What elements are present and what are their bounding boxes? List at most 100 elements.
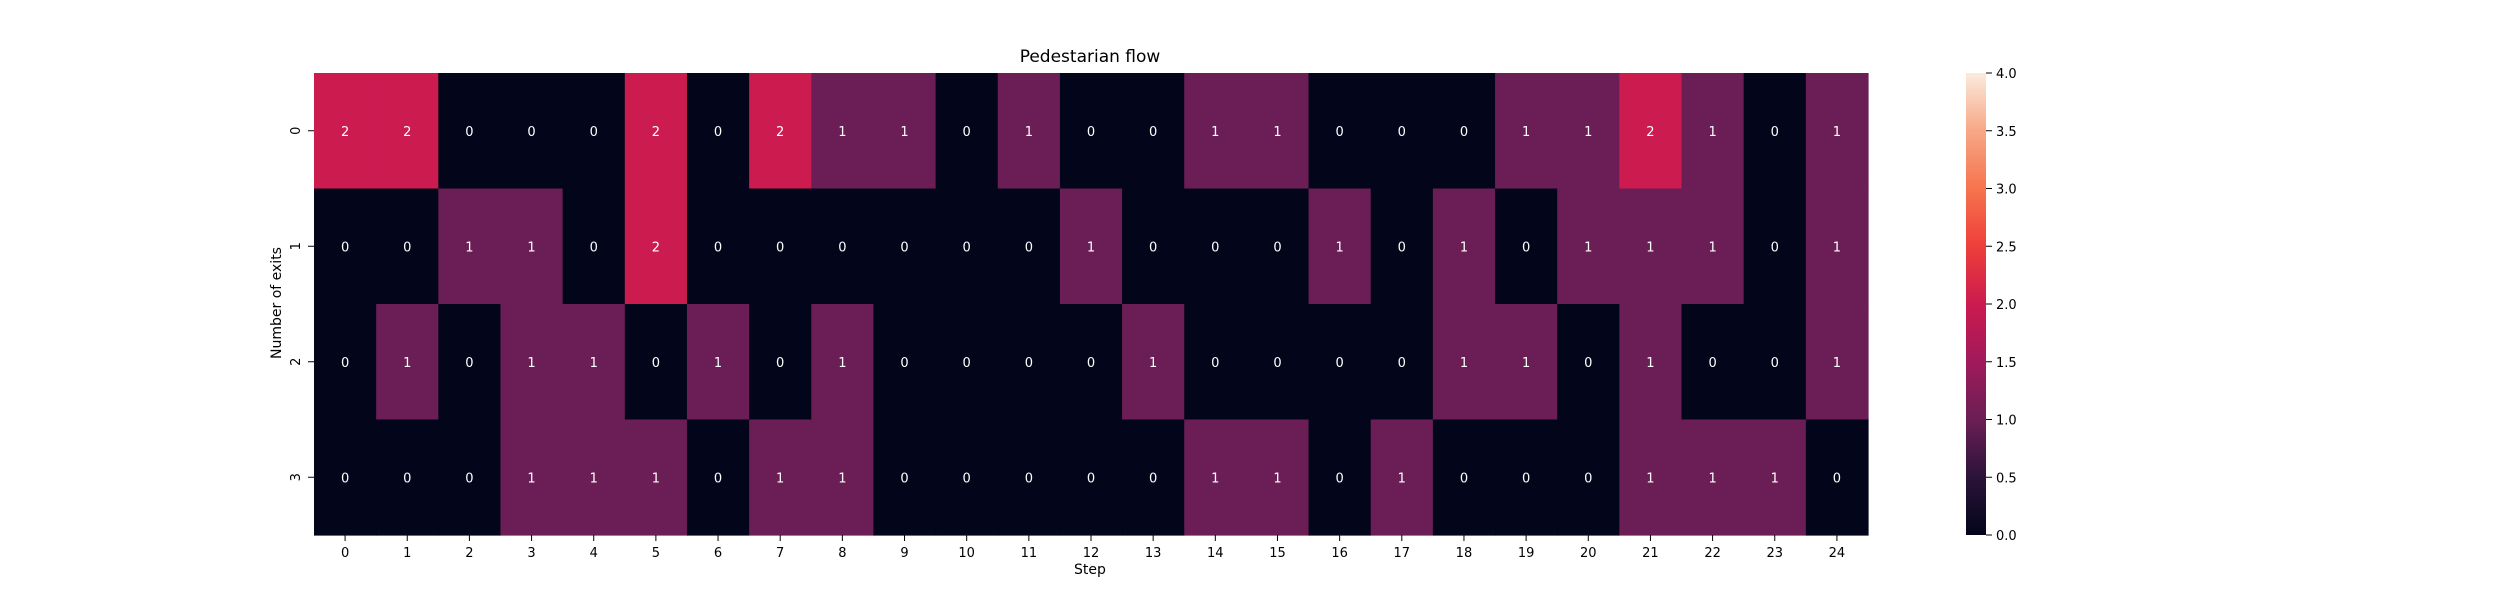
heatmap-cell bbox=[1805, 188, 1869, 305]
heatmap-cell bbox=[1184, 73, 1247, 190]
cell-value-label: 0 bbox=[1087, 356, 1095, 371]
heatmap-cell bbox=[1246, 419, 1310, 536]
cell-value-label: 0 bbox=[1335, 356, 1343, 371]
cell-value-label: 1 bbox=[1833, 356, 1841, 371]
x-tick-label: 2 bbox=[465, 546, 473, 561]
heatmap-cell bbox=[562, 304, 626, 421]
cell-value-label: 1 bbox=[1398, 471, 1406, 486]
x-tick-label: 12 bbox=[1083, 546, 1100, 561]
heatmap-cell bbox=[1681, 304, 1745, 421]
x-tick-label: 22 bbox=[1704, 546, 1721, 561]
cell-value-label: 2 bbox=[1646, 125, 1654, 140]
cell-value-label: 0 bbox=[590, 125, 598, 140]
cell-value-label: 0 bbox=[1025, 356, 1033, 371]
heatmap-cell bbox=[1681, 419, 1745, 536]
heatmap-cell bbox=[1619, 73, 1683, 190]
heatmap-cell bbox=[562, 419, 626, 536]
heatmap-cell bbox=[562, 73, 626, 190]
colorbar-tick-label: 0.0 bbox=[1996, 529, 2017, 544]
heatmap-cell bbox=[1122, 304, 1185, 421]
heatmap-cell bbox=[438, 304, 502, 421]
cell-value-label: 0 bbox=[1522, 471, 1530, 486]
cell-value-label: 0 bbox=[341, 240, 349, 255]
cell-value-label: 0 bbox=[776, 356, 784, 371]
heatmap-cell bbox=[1432, 304, 1496, 421]
heatmap-cell bbox=[1743, 73, 1807, 190]
heatmap-cell bbox=[624, 188, 688, 305]
cell-value-label: 0 bbox=[1273, 240, 1281, 255]
cell-value-label: 2 bbox=[652, 125, 660, 140]
y-axis-ticks: 0 1 2 3 bbox=[289, 127, 314, 481]
heatmap-cell bbox=[1059, 188, 1123, 305]
heatmap-cell bbox=[1059, 304, 1123, 421]
heatmap-cell bbox=[500, 419, 564, 536]
cell-value-label: 0 bbox=[1149, 240, 1157, 255]
cell-value-label: 1 bbox=[1833, 125, 1841, 140]
cell-value-label: 1 bbox=[1833, 240, 1841, 255]
cell-value-label: 1 bbox=[1522, 125, 1530, 140]
cell-value-label: 0 bbox=[1025, 471, 1033, 486]
colorbar bbox=[1966, 73, 1986, 535]
heatmap-cell bbox=[1557, 188, 1620, 305]
x-tick-label: 4 bbox=[590, 546, 598, 561]
cell-value-label: 0 bbox=[403, 471, 411, 486]
cell-value-label: 0 bbox=[1149, 471, 1157, 486]
cell-value-label: 1 bbox=[1646, 240, 1654, 255]
colorbar-tick-label: 1.0 bbox=[1996, 414, 2017, 429]
cell-value-label: 0 bbox=[1273, 356, 1281, 371]
heatmap-cell bbox=[624, 304, 688, 421]
cell-value-label: 2 bbox=[776, 125, 784, 140]
heatmap-cell bbox=[935, 188, 999, 305]
heatmap-cell bbox=[935, 304, 999, 421]
x-tick-label: 3 bbox=[527, 546, 535, 561]
heatmap-cell bbox=[1370, 419, 1434, 536]
cell-value-label: 0 bbox=[1708, 356, 1716, 371]
cell-value-label: 0 bbox=[1335, 125, 1343, 140]
heatmap-cell bbox=[438, 419, 502, 536]
cell-value-label: 1 bbox=[1708, 471, 1716, 486]
cell-value-label: 1 bbox=[1273, 471, 1281, 486]
cell-value-label: 1 bbox=[652, 471, 660, 486]
heatmap-cell bbox=[376, 304, 439, 421]
heatmap-cell bbox=[1246, 188, 1310, 305]
heatmap-cell bbox=[1432, 73, 1496, 190]
heatmap-cell bbox=[686, 419, 750, 536]
cell-value-label: 0 bbox=[1087, 125, 1095, 140]
heatmap-cell bbox=[1122, 419, 1185, 536]
x-tick-label: 10 bbox=[958, 546, 975, 561]
cell-value-label: 2 bbox=[403, 125, 411, 140]
heatmap-cell bbox=[749, 304, 812, 421]
x-tick-label: 14 bbox=[1207, 546, 1224, 561]
heatmap-cell bbox=[1308, 73, 1372, 190]
colorbar-ticks: 0.0 0.5 1.0 1.5 2.0 2.5 3.0 3.5 4.0 bbox=[1986, 67, 2017, 544]
cell-value-label: 0 bbox=[1398, 240, 1406, 255]
y-tick-label: 3 bbox=[289, 473, 304, 481]
x-tick-label: 16 bbox=[1331, 546, 1348, 561]
heatmap-cell bbox=[811, 188, 875, 305]
heatmap-cell bbox=[1246, 304, 1310, 421]
heatmap-cell bbox=[873, 304, 937, 421]
x-tick-label: 21 bbox=[1642, 546, 1659, 561]
cell-value-label: 0 bbox=[1087, 471, 1095, 486]
cell-value-label: 1 bbox=[776, 471, 784, 486]
cell-value-label: 0 bbox=[1211, 356, 1219, 371]
cell-value-label: 0 bbox=[341, 356, 349, 371]
heatmap-cell bbox=[314, 73, 377, 190]
cell-value-label: 0 bbox=[1460, 471, 1468, 486]
heatmap-cell bbox=[1805, 304, 1869, 421]
cell-value-label: 0 bbox=[1025, 240, 1033, 255]
heatmap-cell bbox=[1432, 188, 1496, 305]
cell-value-label: 1 bbox=[1460, 240, 1468, 255]
heatmap-cell bbox=[749, 419, 812, 536]
heatmap-cell bbox=[1184, 188, 1247, 305]
x-tick-label: 7 bbox=[776, 546, 784, 561]
cell-value-label: 1 bbox=[527, 240, 535, 255]
cell-value-label: 0 bbox=[963, 240, 971, 255]
heatmap-cell bbox=[562, 188, 626, 305]
cell-value-label: 1 bbox=[1460, 356, 1468, 371]
cell-value-label: 0 bbox=[465, 125, 473, 140]
cell-value-label: 1 bbox=[1646, 471, 1654, 486]
heatmap-cell bbox=[935, 419, 999, 536]
